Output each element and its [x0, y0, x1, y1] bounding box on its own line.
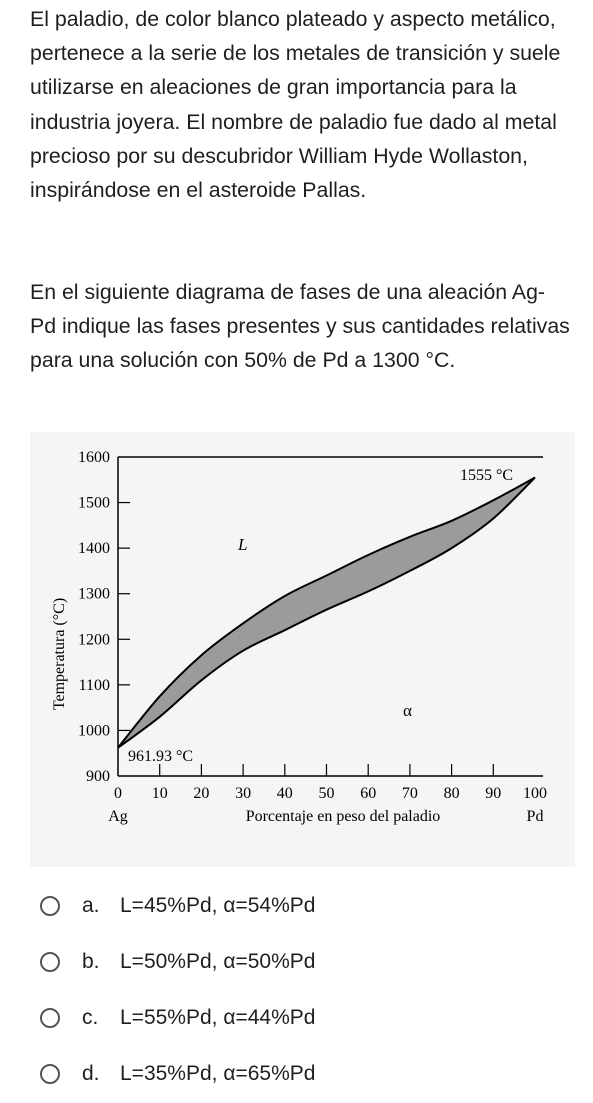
- option-a[interactable]: a. L=45%Pd, α=54%Pd: [40, 886, 315, 926]
- question-paragraph-intro: El paladio, de color blanco plateado y a…: [30, 7, 561, 203]
- x-tick-label: 80: [444, 785, 460, 802]
- liquid-region-label: L: [237, 535, 247, 554]
- option-c-radio[interactable]: [40, 1008, 60, 1028]
- question-paragraph-prompt: En el siguiente diagrama de fases de una…: [30, 280, 570, 373]
- option-d[interactable]: d. L=35%Pd, α=65%Pd: [40, 1054, 315, 1094]
- y-tick-label: 1200: [78, 631, 110, 648]
- option-b-radio[interactable]: [40, 952, 60, 972]
- pd-element-label: Pd: [527, 808, 544, 825]
- option-a-text: L=45%Pd, α=54%Pd: [120, 894, 316, 917]
- x-tick-label: 50: [319, 785, 335, 802]
- option-d-letter: d.: [82, 1062, 100, 1085]
- two-phase-region: [118, 477, 535, 748]
- option-a-radio[interactable]: [40, 896, 60, 916]
- x-tick-label: 60: [360, 785, 376, 802]
- y-tick-label: 1600: [78, 449, 110, 466]
- option-b-text: L=50%Pd, α=50%Pd: [120, 950, 316, 973]
- x-tick-label: 30: [235, 785, 251, 802]
- ag-melting-point-label: 961.93 °C: [128, 748, 193, 765]
- y-tick-label: 1000: [78, 722, 110, 739]
- option-c[interactable]: c. L=55%Pd, α=44%Pd: [40, 998, 315, 1038]
- phase-diagram-figure: 1600 1500 1400 1300 1200 1100 1000 900 0 10 20 30 4…: [30, 432, 575, 867]
- x-axis-title: Porcentaje en peso del paladio: [246, 808, 441, 825]
- y-tick-label: 1300: [78, 586, 110, 603]
- x-tick-label: 20: [193, 785, 209, 802]
- y-tick-label: 1400: [78, 540, 110, 557]
- phase-diagram-chart: 1600 1500 1400 1300 1200 1100 1000 900 0 10 20 30 4…: [51, 449, 547, 825]
- x-tick-label: 90: [485, 785, 501, 802]
- option-b[interactable]: b. L=50%Pd, α=50%Pd: [40, 942, 315, 982]
- liquidus-line: [117, 476, 536, 749]
- x-tick-label: 10: [152, 785, 168, 802]
- ag-element-label: Ag: [108, 808, 128, 825]
- x-tick-label: 100: [523, 785, 547, 802]
- option-d-radio[interactable]: [40, 1064, 60, 1084]
- y-axis-title: Temperatura (°C): [51, 598, 68, 710]
- y-tick-label: 1100: [79, 677, 110, 694]
- option-b-letter: b.: [82, 950, 100, 973]
- y-tick-label: 900: [86, 768, 110, 785]
- option-a-letter: a.: [82, 894, 100, 917]
- option-c-text: L=55%Pd, α=44%Pd: [120, 1006, 316, 1029]
- option-d-text: L=35%Pd, α=65%Pd: [120, 1062, 316, 1085]
- solidus-line: [117, 476, 536, 749]
- x-tick-label: 70: [402, 785, 418, 802]
- option-c-letter: c.: [82, 1006, 99, 1029]
- pd-melting-point-label: 1555 °C: [460, 467, 513, 484]
- y-tick-label: 1500: [78, 495, 110, 512]
- x-tick-label: 0: [114, 785, 122, 802]
- alpha-region-label: α: [403, 701, 412, 720]
- x-tick-label: 40: [277, 785, 293, 802]
